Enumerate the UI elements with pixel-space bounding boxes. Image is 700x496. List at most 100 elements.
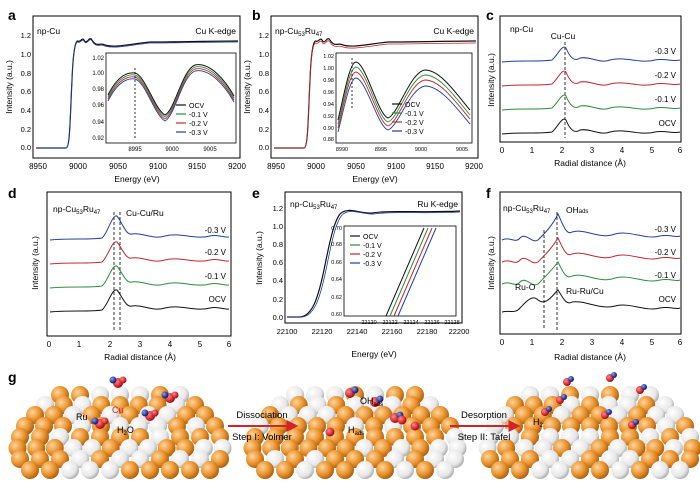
x-tick-label: 1 [77, 340, 82, 349]
inset-frame [105, 52, 237, 144]
sample-label: np-Cu53Ru47 [503, 203, 551, 215]
legend-label: OCV [363, 234, 379, 241]
inset-x-tick: 9005 [456, 147, 468, 153]
plot-frame [32, 15, 241, 159]
x-axis-label: Energy (eV) [352, 174, 398, 184]
rdf-curve [501, 261, 681, 286]
cu-atom [591, 461, 609, 479]
y-tick-label: 0.0 [273, 313, 283, 322]
plot-frame [499, 15, 682, 143]
o-atom [325, 427, 335, 437]
legend-label: -0.3 V [363, 261, 382, 268]
x-tick-label: 2 [108, 340, 113, 349]
legend-label: -0.1 V [363, 243, 382, 250]
inset-curve [107, 68, 235, 120]
x-tick-label: 5 [650, 338, 655, 347]
cu-atom [121, 461, 139, 479]
step1-title: Dissociation [236, 410, 287, 421]
inset-x-tick: 22122 [382, 320, 397, 326]
inset-y-tick: 0.88 [323, 137, 334, 143]
inset-curve [107, 70, 235, 122]
h-atom [91, 417, 99, 425]
x-tick-label: 5 [198, 340, 203, 349]
series-label: -0.2 V [655, 71, 677, 80]
spectrum-curve [287, 211, 461, 318]
inset-frame [335, 52, 473, 144]
adsorbate-molecules [91, 372, 647, 437]
inset-y-tick: 1.00 [323, 66, 334, 72]
legend-label: -0.2 V [363, 252, 382, 259]
inset-curve-ocv [337, 61, 471, 121]
catalyst-slab-1 [8, 386, 232, 479]
plot-frame [499, 191, 682, 335]
legend-label: OCV [405, 102, 421, 109]
inset-x-tick: 22128 [444, 320, 459, 326]
legend-label: -0.1 V [189, 112, 208, 119]
legend-label: -0.2 V [189, 121, 208, 128]
o-atom [101, 417, 109, 425]
rdf-curve [49, 289, 230, 313]
x-axis-label: Radial distance (Å) [554, 352, 626, 362]
y-axis-label: Intensity (a.u.) [242, 60, 252, 114]
ru-atom [611, 461, 629, 479]
legend-label: -0.3 V [405, 129, 424, 136]
ru-atom [296, 461, 314, 479]
inset-x-tick: 22126 [424, 320, 439, 326]
panel-letter: f [486, 185, 491, 201]
catalyst-slab-2 [243, 386, 467, 479]
peak-label: Cu-Cu [551, 31, 576, 41]
panel-letter: c [486, 7, 494, 23]
inset-curve-ocv [107, 64, 235, 116]
x-axis-label: Energy (eV) [351, 349, 397, 359]
h-atom [633, 419, 639, 425]
inset-x-tick: 8995 [128, 147, 142, 153]
y-tick-label: 1.2 [273, 204, 283, 213]
o-atom [151, 409, 159, 417]
panel-letter: g [8, 369, 17, 385]
ru-label: Ru [76, 412, 88, 422]
x-tick-label: 8950 [267, 162, 285, 171]
cu-atom [316, 461, 334, 479]
inset-x-tick: 8995 [375, 147, 387, 153]
rdf-curve [49, 215, 230, 241]
y-tick-label: 0.8 [259, 69, 269, 78]
h-atom [109, 376, 117, 384]
ohads-label: OHads [360, 396, 383, 408]
y-axis-label: Intensity (a.u.) [30, 236, 40, 290]
rdf-curve [501, 118, 681, 135]
rdf-curve [501, 94, 681, 111]
panel-b: b 8950 9000 9050 9100 9150 9200 0.0 0.2 … [242, 7, 483, 184]
y-tick-label: 1.2 [21, 31, 31, 40]
y-axis-label: Intensity (a.u.) [4, 60, 14, 114]
inset-y-tick: 0.96 [92, 103, 104, 109]
inset-y-tick: 1.02 [323, 54, 334, 60]
series-label: -0.1 V [655, 271, 677, 280]
x-tick-label: 2 [560, 338, 565, 347]
inset-curve [393, 227, 433, 317]
x-axis-label: Energy (eV) [114, 174, 160, 184]
panel-g: g Ru Cu H2O Dissociation Step I: Volmer … [8, 369, 700, 479]
y-axis-label: Intensity (a.u.) [486, 236, 496, 290]
series-label: -0.1 V [655, 95, 677, 104]
h-atom [376, 395, 384, 403]
x-tick-label: 6 [678, 338, 683, 347]
panel-e: e 22100 22120 22140 22160 22180 22200 0.… [252, 185, 469, 359]
x-tick-label: 9000 [307, 162, 325, 171]
inset-y-tick: 0.70 [331, 226, 342, 232]
x-tick-label: 9050 [109, 162, 127, 171]
x-tick-label: 9150 [188, 162, 206, 171]
h-atom [641, 384, 647, 390]
inset-y-tick: 0.94 [92, 120, 104, 126]
o-atom [397, 415, 407, 425]
legend-label: OCV [189, 103, 205, 110]
series-label: -0.2 V [205, 248, 227, 257]
panel-d: d 0 1 2 3 4 5 6 Radial distance (Å) Inte… [8, 185, 232, 362]
inset-x-tick: 8990 [336, 147, 348, 153]
rdf-curve [501, 46, 681, 63]
ru-atom [61, 461, 79, 479]
inset-y-tick: 0.96 [323, 90, 334, 96]
plot-frame [46, 191, 232, 337]
h-atom [568, 376, 574, 382]
x-tick-label: 1 [530, 146, 535, 155]
